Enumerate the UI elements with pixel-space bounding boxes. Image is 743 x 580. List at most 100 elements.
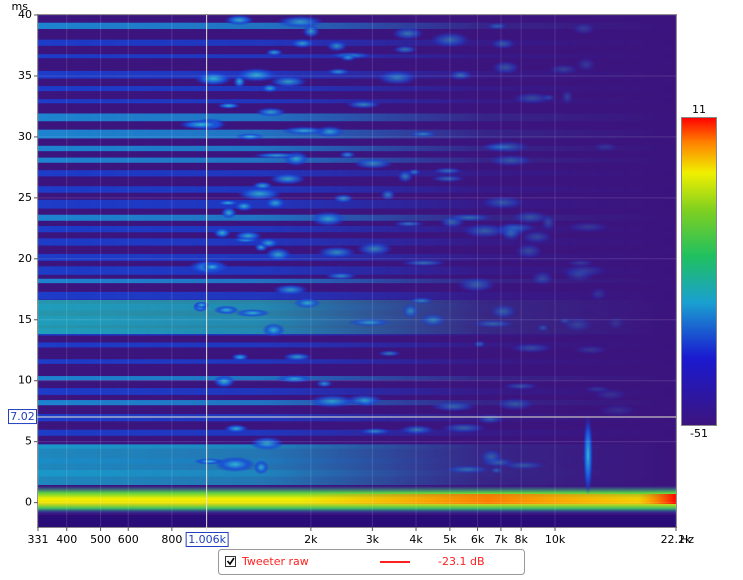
blob <box>193 301 210 309</box>
blob <box>432 167 463 175</box>
blob <box>500 226 522 241</box>
blob <box>310 211 347 227</box>
blob <box>213 227 231 239</box>
axes: 0 5 10 15 20 25 30 35 40 331 400 500 600 800 2k 3k 4k 5k 6… <box>8 8 692 547</box>
blob <box>260 83 279 93</box>
y-axis-title: ms <box>12 0 29 13</box>
x-tick-label: 500 <box>90 533 111 546</box>
blob <box>530 271 554 286</box>
band <box>38 129 676 139</box>
blob <box>249 436 285 451</box>
band <box>38 278 676 284</box>
band <box>38 199 676 209</box>
y-tick-label: 15 <box>18 313 32 326</box>
y-tick-label: 20 <box>18 252 32 265</box>
blob <box>589 287 608 301</box>
band <box>38 70 676 79</box>
blob <box>430 401 477 412</box>
blob <box>488 154 534 167</box>
blob <box>501 461 546 470</box>
blob <box>317 246 357 259</box>
x-tick-label: 3k <box>366 533 380 546</box>
blob <box>265 48 284 56</box>
blob <box>324 272 358 280</box>
blob <box>269 75 308 88</box>
decay-blobs <box>178 15 638 475</box>
blob <box>397 169 414 183</box>
y-tick-label: 25 <box>18 191 32 204</box>
y-tick-label: 5 <box>25 435 32 448</box>
x-tick-label: 5k <box>443 533 457 546</box>
blob <box>214 456 256 473</box>
floor-peak <box>300 494 676 504</box>
blob <box>216 199 240 206</box>
blob <box>490 466 503 474</box>
blob <box>377 350 401 357</box>
resonance-ridge <box>583 415 593 495</box>
blob <box>282 352 313 362</box>
x-tick-label: 4k <box>409 533 423 546</box>
blob <box>290 38 315 49</box>
band <box>38 291 676 300</box>
blob <box>293 297 322 309</box>
blob <box>235 133 265 141</box>
blob <box>332 193 354 204</box>
cursor-y-box <box>8 409 37 425</box>
blob <box>592 142 618 152</box>
blob <box>486 22 508 30</box>
cursor-x-label: 1.006k <box>188 533 226 546</box>
blob <box>236 187 283 201</box>
blob <box>484 140 531 153</box>
y-tick-label: 35 <box>18 69 32 82</box>
band <box>38 238 676 246</box>
blob <box>345 100 382 109</box>
blob <box>490 304 517 319</box>
band <box>38 157 676 163</box>
blob <box>521 230 553 244</box>
blob <box>380 189 396 201</box>
cursor-y-label: 7.02 <box>10 410 35 423</box>
blob <box>401 303 420 319</box>
band <box>38 266 676 275</box>
blob <box>429 31 471 48</box>
blob <box>461 223 509 239</box>
band <box>38 113 676 122</box>
band <box>38 388 676 395</box>
blob <box>308 394 356 409</box>
blob <box>358 427 392 435</box>
blob <box>443 465 492 474</box>
blob <box>252 152 301 159</box>
band <box>38 39 676 46</box>
y-tick-label: 0 <box>25 496 32 509</box>
colorbar-max: 11 <box>692 103 706 116</box>
x-axis-unit: Hz <box>680 533 694 546</box>
blob <box>514 243 543 259</box>
x-tick-label: 400 <box>56 533 77 546</box>
blob <box>598 404 638 417</box>
blob <box>258 237 280 249</box>
blob <box>495 397 535 411</box>
legend-reading: -23.1 dB <box>438 555 485 568</box>
blob <box>430 175 466 183</box>
band <box>38 342 676 348</box>
x-tick-label: 800 <box>161 533 182 546</box>
blob <box>511 210 549 225</box>
band <box>38 414 676 422</box>
band <box>38 253 676 261</box>
blob <box>502 382 540 390</box>
legend-checkbox[interactable] <box>225 556 236 567</box>
blob <box>255 107 287 117</box>
blob <box>481 195 525 210</box>
y-tick-label: 40 <box>18 8 32 21</box>
band <box>38 214 676 221</box>
band <box>38 186 676 193</box>
blob <box>281 126 328 135</box>
legend-label[interactable]: Tweeter raw <box>241 555 309 568</box>
x-tick-label: 22.2k <box>661 533 692 546</box>
blob <box>213 375 236 388</box>
floor-shade <box>38 515 676 527</box>
blob <box>456 277 496 293</box>
blob <box>536 323 550 332</box>
band <box>38 445 676 485</box>
